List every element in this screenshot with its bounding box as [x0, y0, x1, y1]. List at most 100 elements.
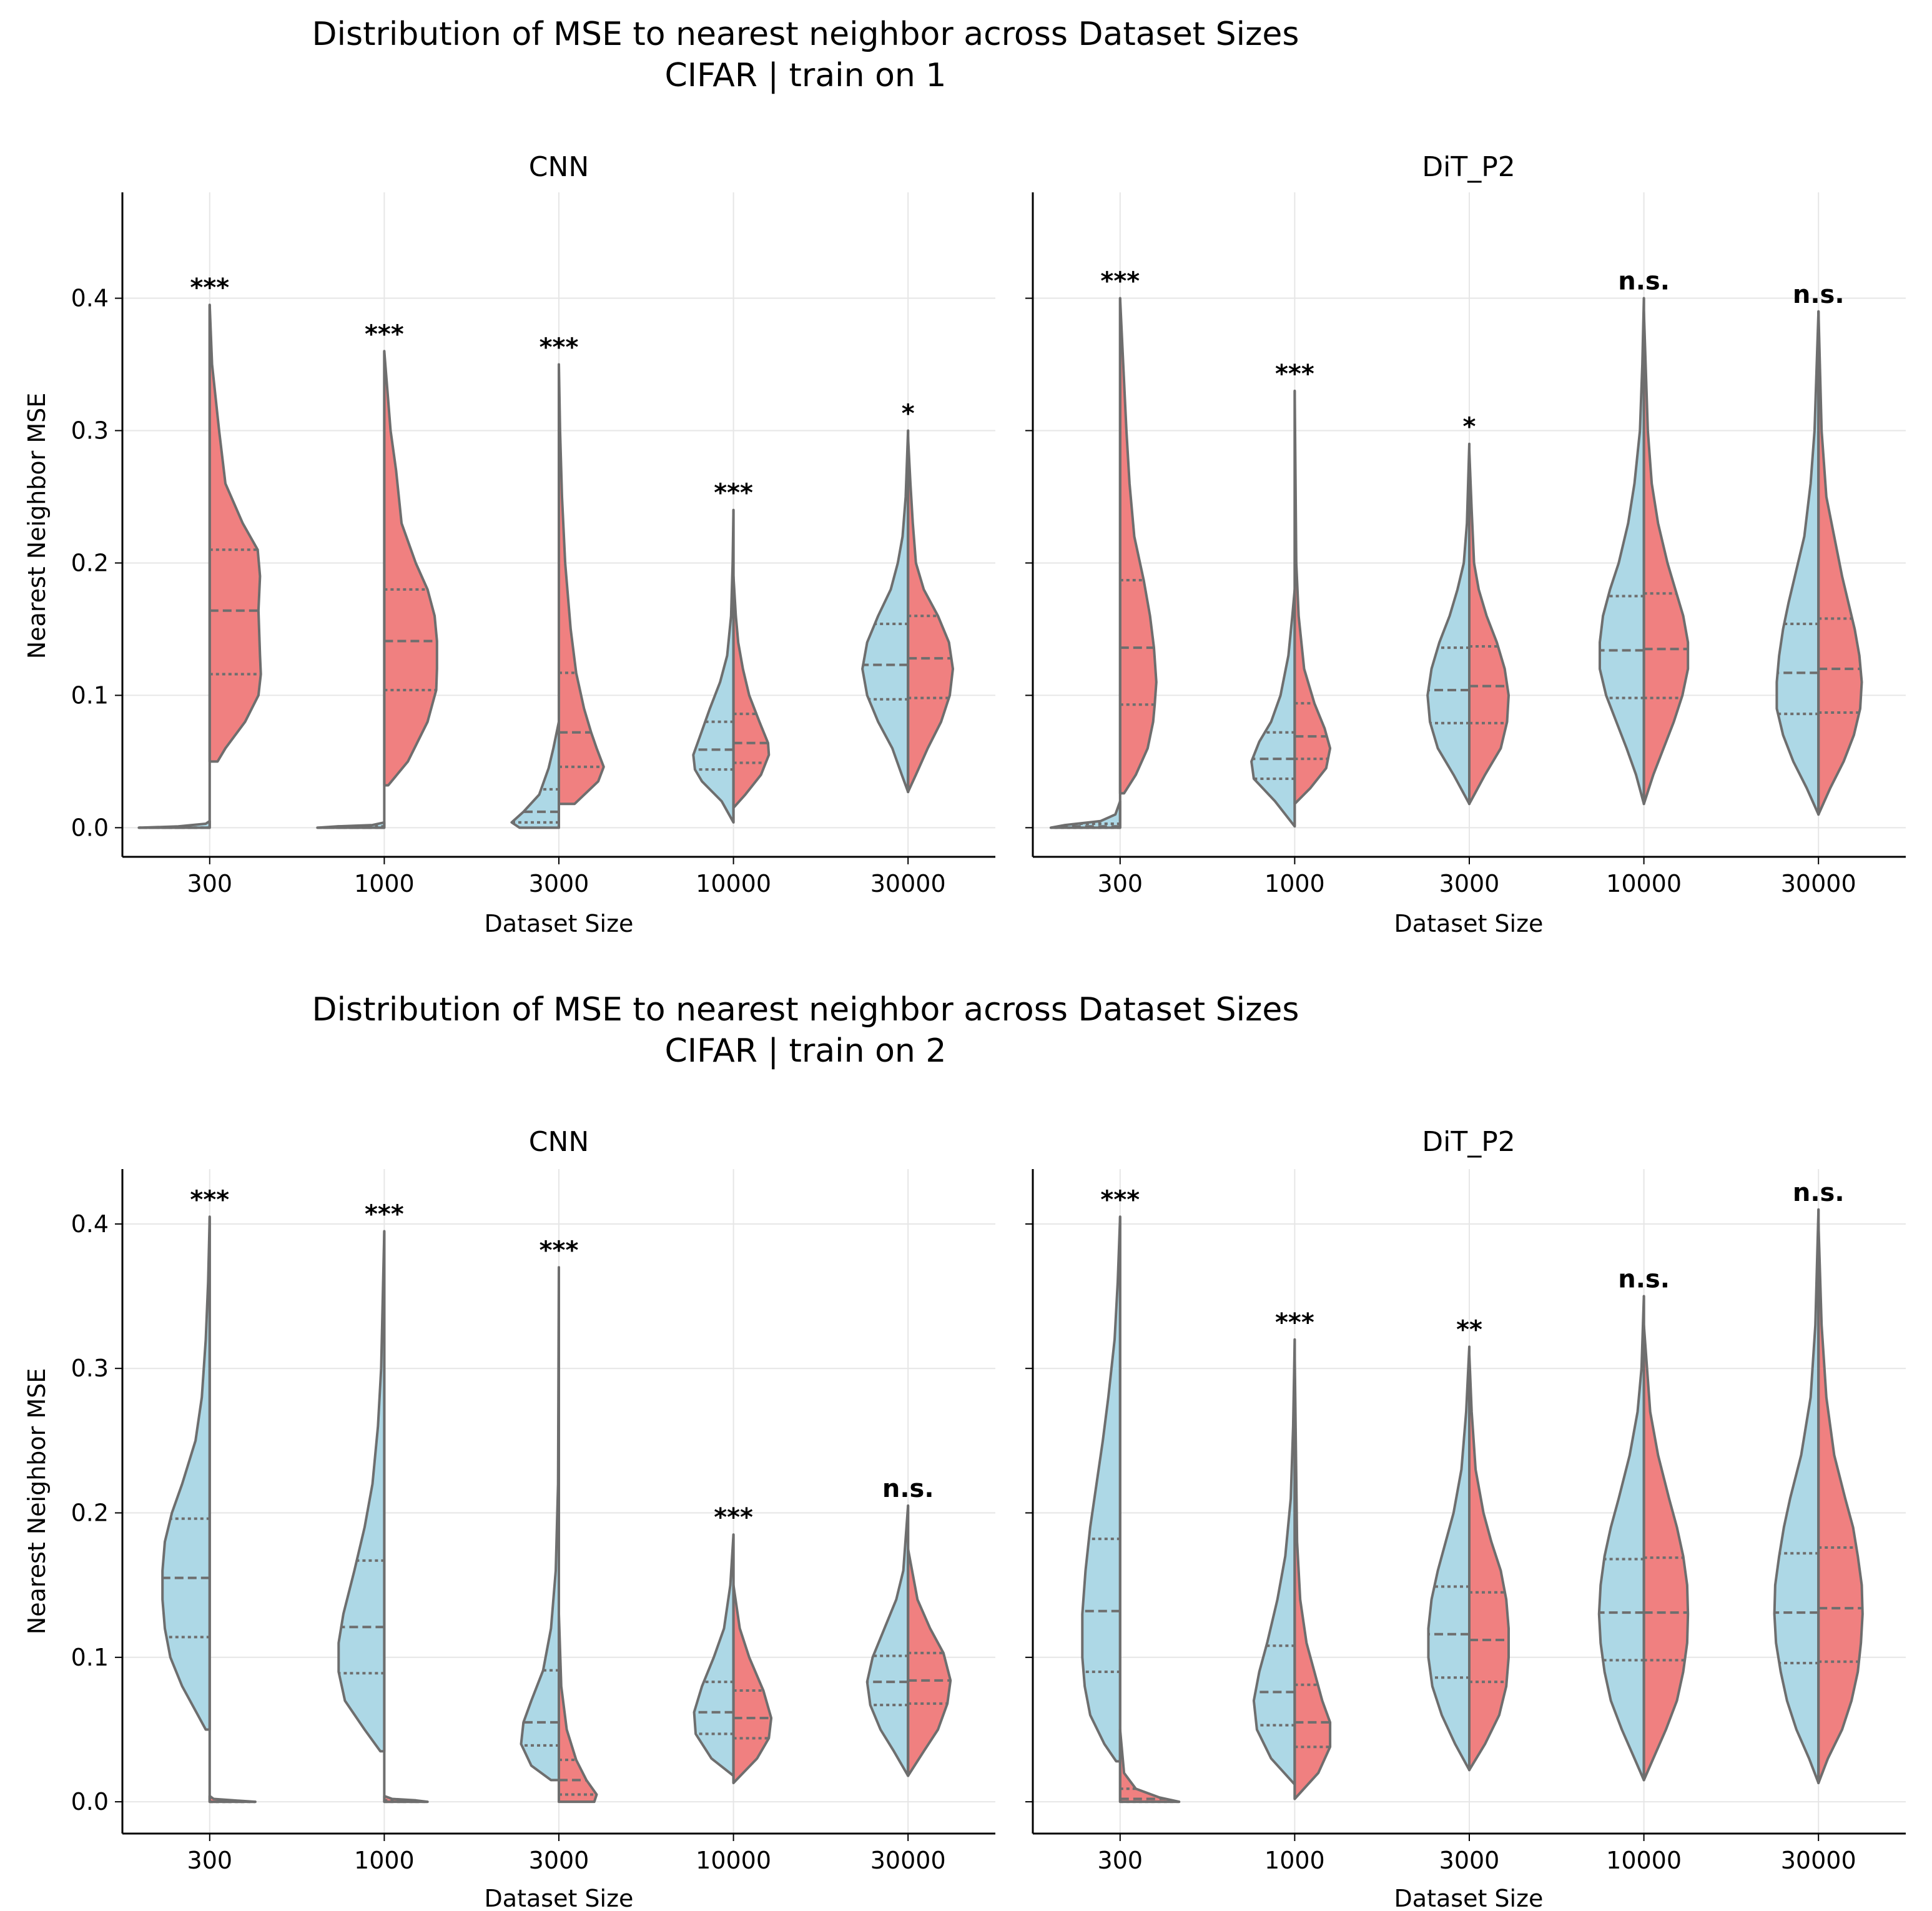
x-tick-label: 10000: [1606, 870, 1682, 897]
violin-half-generated: [1468, 1353, 1510, 1772]
figure-1-subtitle: CIFAR | train on 1: [664, 57, 946, 94]
y-tick-label: 0.4: [71, 285, 109, 312]
violin-f1-dit-3000: [1426, 442, 1510, 806]
violin-f1-dit-30000: [1775, 310, 1863, 816]
violin-half-train: [1599, 297, 1645, 806]
x-tick-label: 1000: [354, 870, 415, 897]
violin-f1-cnn-30000: [861, 429, 954, 794]
x-tick-label: 30000: [870, 1847, 946, 1874]
violin-half-generated: [1293, 389, 1332, 806]
x-tick-label: 1000: [1264, 1847, 1325, 1874]
violin-half-train: [1775, 310, 1820, 816]
x-tick-label: 3000: [529, 870, 589, 897]
significance-label: ***: [540, 333, 579, 362]
figure-1-title: Distribution of MSE to nearest neighbor …: [312, 16, 1299, 53]
y-axis-label-f1: Nearest Neighbor MSE: [23, 393, 51, 659]
x-tick-label: 10000: [696, 870, 771, 897]
violin-half-generated: [1118, 297, 1158, 795]
x-axis-label-f1-dit: Dataset Size: [1394, 910, 1544, 937]
violin-f1-cnn-300: [137, 304, 262, 829]
significance-label: *: [1463, 413, 1476, 442]
panel-title-f2-cnn: CNN: [529, 1126, 589, 1158]
x-axis-label-f2-cnn: Dataset Size: [485, 1885, 634, 1911]
x-tick-label: 1000: [354, 1847, 415, 1874]
x-tick-label: 1000: [1264, 870, 1325, 897]
violin-half-generated: [1293, 1353, 1332, 1800]
violin-half-train: [1426, 442, 1471, 806]
violin-f2-dit-3000: [1427, 1345, 1510, 1772]
violin-half-generated: [907, 1548, 952, 1777]
plot-area-f2-cnn: 0.0 0.1 0.2 0.3 0.4 300 1000 3000 10000 30000 *** *…: [71, 1169, 995, 1874]
significance-label: n.s.: [1618, 267, 1670, 296]
x-tick-label: 300: [1098, 870, 1143, 897]
violin-half-generated: [1817, 1222, 1864, 1785]
violin-f1-cnn-10000: [692, 508, 771, 824]
violin-half-generated: [1642, 310, 1690, 806]
x-axis-label-f2-dit: Dataset Size: [1394, 1885, 1544, 1911]
x-tick-label: 300: [187, 1847, 233, 1874]
violin-half-generated: [208, 304, 262, 763]
panel-title-f1-cnn: CNN: [529, 151, 589, 183]
violin-half-generated: [558, 1612, 598, 1804]
violin-f2-dit-10000: [1597, 1295, 1690, 1782]
x-tick-label: 300: [187, 870, 233, 897]
violin-f1-dit-1000: [1250, 389, 1332, 828]
violin-half-generated: [1817, 310, 1863, 816]
x-tick-label: 10000: [696, 1847, 771, 1874]
violin-half-train: [161, 1215, 211, 1731]
y-tick-label: 0.2: [71, 549, 109, 576]
violin-half-train: [1049, 799, 1121, 829]
violin-f1-cnn-3000: [510, 363, 605, 829]
significance-label: ***: [190, 1185, 229, 1214]
significance-label: ***: [714, 1503, 753, 1532]
x-tick-label: 3000: [1439, 870, 1500, 897]
significance-label: ***: [1100, 267, 1140, 296]
violin-half-train: [1250, 588, 1296, 828]
significance-label: ***: [190, 274, 229, 302]
violin-half-train: [520, 1266, 560, 1782]
violin-half-generated: [1118, 1728, 1181, 1804]
violin-f2-cnn-3000: [520, 1266, 598, 1804]
violin-half-train: [865, 1504, 910, 1777]
violin-half-train: [861, 429, 910, 794]
violin-half-train: [692, 1533, 735, 1777]
significance-label: n.s.: [882, 1474, 934, 1503]
y-tick-label: 0.1: [71, 681, 109, 709]
significance-label: ***: [1275, 1308, 1314, 1337]
y-tick-label: 0.3: [71, 1355, 109, 1382]
plot-area-f1-dit: 300 1000 3000 10000 30000*******n.s. n.s.: [1025, 192, 1906, 897]
y-tick-label: 0.0: [71, 814, 109, 841]
x-tick-label: 300: [1098, 1847, 1143, 1874]
significance-label: n.s.: [1618, 1265, 1670, 1294]
panel-title-f1-dit: DiT_P2: [1422, 151, 1516, 183]
violin-f1-cnn-1000: [316, 350, 438, 829]
violin-half-train: [1427, 1345, 1471, 1772]
x-tick-label: 30000: [1781, 1847, 1856, 1874]
x-axis-label-f1-cnn: Dataset Size: [485, 910, 634, 937]
violin-half-train: [1252, 1338, 1296, 1786]
x-tick-label: 30000: [1781, 870, 1856, 897]
violin-half-train: [1773, 1208, 1820, 1785]
violin-f2-dit-30000: [1773, 1208, 1864, 1785]
significance-label: ***: [1275, 360, 1314, 388]
violin-half-generated: [732, 1584, 773, 1785]
y-tick-label: 0.4: [71, 1210, 109, 1238]
significance-label: ***: [365, 1200, 404, 1228]
violin-f2-dit-300: [1081, 1215, 1181, 1804]
violin-f2-cnn-300: [161, 1215, 257, 1804]
significance-label: ***: [540, 1236, 579, 1265]
x-tick-label: 30000: [870, 870, 946, 897]
significance-label: n.s.: [1793, 1178, 1845, 1207]
violin-f1-dit-300: [1049, 297, 1158, 829]
violin-f2-dit-1000: [1252, 1338, 1332, 1800]
violin-half-train: [692, 508, 735, 824]
significance-label: *: [902, 400, 915, 428]
y-tick-label: 0.0: [71, 1788, 109, 1815]
significance-label: ***: [365, 320, 404, 348]
violin-f1-dit-10000: [1599, 297, 1690, 806]
violin-half-generated: [383, 350, 438, 787]
y-axis-label-f2: Nearest Neighbor MSE: [23, 1368, 51, 1635]
figure-2-title: Distribution of MSE to nearest neighbor …: [312, 991, 1299, 1029]
